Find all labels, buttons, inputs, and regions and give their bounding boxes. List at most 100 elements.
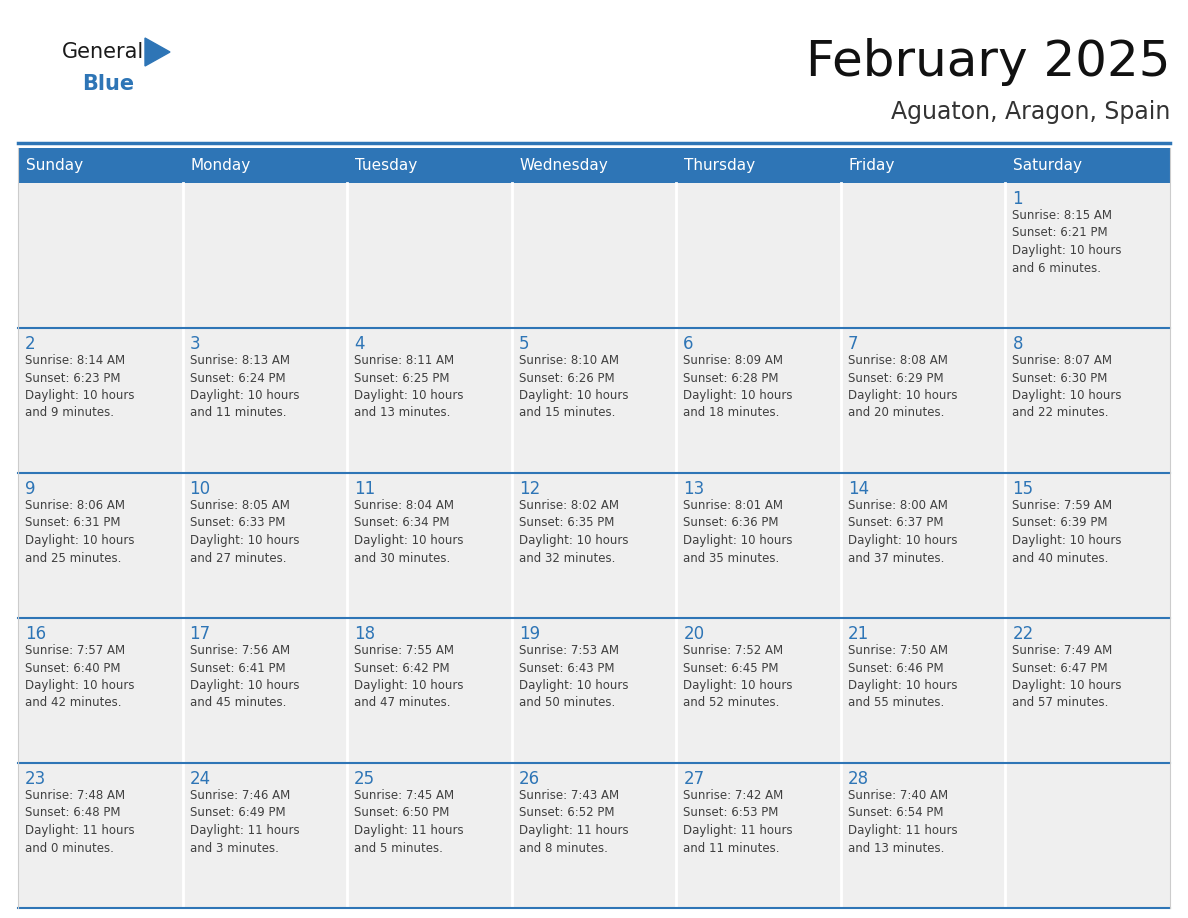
Text: 3: 3 xyxy=(190,335,201,353)
Text: Sunrise: 7:40 AM
Sunset: 6:54 PM
Daylight: 11 hours
and 13 minutes.: Sunrise: 7:40 AM Sunset: 6:54 PM Dayligh… xyxy=(848,789,958,855)
Text: 7: 7 xyxy=(848,335,859,353)
Text: Saturday: Saturday xyxy=(1013,158,1082,173)
Bar xyxy=(347,618,512,763)
Text: 20: 20 xyxy=(683,625,704,643)
Text: 28: 28 xyxy=(848,770,868,788)
Text: 19: 19 xyxy=(519,625,539,643)
Text: Sunrise: 7:55 AM
Sunset: 6:42 PM
Daylight: 10 hours
and 47 minutes.: Sunrise: 7:55 AM Sunset: 6:42 PM Dayligh… xyxy=(354,644,463,710)
Text: General: General xyxy=(62,42,144,62)
Text: 5: 5 xyxy=(519,335,529,353)
Bar xyxy=(512,328,676,473)
Text: Sunrise: 8:00 AM
Sunset: 6:37 PM
Daylight: 10 hours
and 37 minutes.: Sunrise: 8:00 AM Sunset: 6:37 PM Dayligh… xyxy=(848,499,958,565)
Text: Sunrise: 8:06 AM
Sunset: 6:31 PM
Daylight: 10 hours
and 25 minutes.: Sunrise: 8:06 AM Sunset: 6:31 PM Dayligh… xyxy=(25,499,134,565)
Text: 9: 9 xyxy=(25,480,36,498)
Text: 13: 13 xyxy=(683,480,704,498)
Text: Sunrise: 7:42 AM
Sunset: 6:53 PM
Daylight: 11 hours
and 11 minutes.: Sunrise: 7:42 AM Sunset: 6:53 PM Dayligh… xyxy=(683,789,792,855)
Bar xyxy=(676,328,841,473)
Bar xyxy=(1005,183,1170,328)
Text: 26: 26 xyxy=(519,770,539,788)
Bar xyxy=(512,183,676,328)
Text: 21: 21 xyxy=(848,625,870,643)
Bar xyxy=(347,328,512,473)
Bar xyxy=(18,183,183,328)
Text: 16: 16 xyxy=(25,625,46,643)
Text: 11: 11 xyxy=(354,480,375,498)
Text: 17: 17 xyxy=(190,625,210,643)
Bar xyxy=(347,473,512,618)
Bar xyxy=(18,328,183,473)
Text: Sunrise: 7:52 AM
Sunset: 6:45 PM
Daylight: 10 hours
and 52 minutes.: Sunrise: 7:52 AM Sunset: 6:45 PM Dayligh… xyxy=(683,644,792,710)
Text: Sunrise: 7:53 AM
Sunset: 6:43 PM
Daylight: 10 hours
and 50 minutes.: Sunrise: 7:53 AM Sunset: 6:43 PM Dayligh… xyxy=(519,644,628,710)
Text: Sunrise: 8:15 AM
Sunset: 6:21 PM
Daylight: 10 hours
and 6 minutes.: Sunrise: 8:15 AM Sunset: 6:21 PM Dayligh… xyxy=(1012,209,1121,274)
Text: Sunrise: 8:14 AM
Sunset: 6:23 PM
Daylight: 10 hours
and 9 minutes.: Sunrise: 8:14 AM Sunset: 6:23 PM Dayligh… xyxy=(25,354,134,420)
Bar xyxy=(1005,328,1170,473)
Text: Sunrise: 8:04 AM
Sunset: 6:34 PM
Daylight: 10 hours
and 30 minutes.: Sunrise: 8:04 AM Sunset: 6:34 PM Dayligh… xyxy=(354,499,463,565)
Text: Friday: Friday xyxy=(849,158,896,173)
Bar xyxy=(18,148,1170,183)
Bar xyxy=(18,618,183,763)
Bar xyxy=(841,473,1005,618)
Bar xyxy=(183,183,347,328)
Bar xyxy=(1005,763,1170,908)
Text: 2: 2 xyxy=(25,335,36,353)
Text: Sunrise: 8:13 AM
Sunset: 6:24 PM
Daylight: 10 hours
and 11 minutes.: Sunrise: 8:13 AM Sunset: 6:24 PM Dayligh… xyxy=(190,354,299,420)
Text: Wednesday: Wednesday xyxy=(519,158,608,173)
Text: 15: 15 xyxy=(1012,480,1034,498)
Text: Blue: Blue xyxy=(82,74,134,94)
Bar xyxy=(183,763,347,908)
Text: 10: 10 xyxy=(190,480,210,498)
Text: Tuesday: Tuesday xyxy=(355,158,417,173)
Text: 25: 25 xyxy=(354,770,375,788)
Bar xyxy=(18,473,183,618)
Text: Sunrise: 8:02 AM
Sunset: 6:35 PM
Daylight: 10 hours
and 32 minutes.: Sunrise: 8:02 AM Sunset: 6:35 PM Dayligh… xyxy=(519,499,628,565)
Bar xyxy=(183,618,347,763)
Text: 23: 23 xyxy=(25,770,46,788)
Bar xyxy=(1005,618,1170,763)
Text: Sunrise: 7:50 AM
Sunset: 6:46 PM
Daylight: 10 hours
and 55 minutes.: Sunrise: 7:50 AM Sunset: 6:46 PM Dayligh… xyxy=(848,644,958,710)
Bar xyxy=(512,618,676,763)
Bar xyxy=(676,618,841,763)
Bar xyxy=(347,763,512,908)
Text: Sunrise: 8:11 AM
Sunset: 6:25 PM
Daylight: 10 hours
and 13 minutes.: Sunrise: 8:11 AM Sunset: 6:25 PM Dayligh… xyxy=(354,354,463,420)
Text: Aguaton, Aragon, Spain: Aguaton, Aragon, Spain xyxy=(891,100,1170,124)
Text: Sunrise: 7:43 AM
Sunset: 6:52 PM
Daylight: 11 hours
and 8 minutes.: Sunrise: 7:43 AM Sunset: 6:52 PM Dayligh… xyxy=(519,789,628,855)
Text: Sunrise: 8:01 AM
Sunset: 6:36 PM
Daylight: 10 hours
and 35 minutes.: Sunrise: 8:01 AM Sunset: 6:36 PM Dayligh… xyxy=(683,499,792,565)
Text: 6: 6 xyxy=(683,335,694,353)
Text: Sunrise: 8:07 AM
Sunset: 6:30 PM
Daylight: 10 hours
and 22 minutes.: Sunrise: 8:07 AM Sunset: 6:30 PM Dayligh… xyxy=(1012,354,1121,420)
Text: Thursday: Thursday xyxy=(684,158,756,173)
Bar xyxy=(183,473,347,618)
Text: February 2025: February 2025 xyxy=(805,38,1170,86)
Text: 22: 22 xyxy=(1012,625,1034,643)
Bar xyxy=(676,183,841,328)
Bar xyxy=(347,183,512,328)
Text: Sunrise: 8:09 AM
Sunset: 6:28 PM
Daylight: 10 hours
and 18 minutes.: Sunrise: 8:09 AM Sunset: 6:28 PM Dayligh… xyxy=(683,354,792,420)
Text: Sunrise: 7:56 AM
Sunset: 6:41 PM
Daylight: 10 hours
and 45 minutes.: Sunrise: 7:56 AM Sunset: 6:41 PM Dayligh… xyxy=(190,644,299,710)
Bar xyxy=(1005,473,1170,618)
Text: Sunrise: 8:10 AM
Sunset: 6:26 PM
Daylight: 10 hours
and 15 minutes.: Sunrise: 8:10 AM Sunset: 6:26 PM Dayligh… xyxy=(519,354,628,420)
Bar xyxy=(841,183,1005,328)
Bar xyxy=(841,763,1005,908)
Text: Sunrise: 7:59 AM
Sunset: 6:39 PM
Daylight: 10 hours
and 40 minutes.: Sunrise: 7:59 AM Sunset: 6:39 PM Dayligh… xyxy=(1012,499,1121,565)
Polygon shape xyxy=(145,38,170,66)
Bar xyxy=(512,763,676,908)
Text: Sunrise: 8:08 AM
Sunset: 6:29 PM
Daylight: 10 hours
and 20 minutes.: Sunrise: 8:08 AM Sunset: 6:29 PM Dayligh… xyxy=(848,354,958,420)
Text: Sunrise: 7:48 AM
Sunset: 6:48 PM
Daylight: 11 hours
and 0 minutes.: Sunrise: 7:48 AM Sunset: 6:48 PM Dayligh… xyxy=(25,789,134,855)
Text: Sunrise: 7:46 AM
Sunset: 6:49 PM
Daylight: 11 hours
and 3 minutes.: Sunrise: 7:46 AM Sunset: 6:49 PM Dayligh… xyxy=(190,789,299,855)
Bar xyxy=(512,473,676,618)
Text: Monday: Monday xyxy=(190,158,251,173)
Text: Sunrise: 7:45 AM
Sunset: 6:50 PM
Daylight: 11 hours
and 5 minutes.: Sunrise: 7:45 AM Sunset: 6:50 PM Dayligh… xyxy=(354,789,463,855)
Bar xyxy=(676,473,841,618)
Bar xyxy=(676,763,841,908)
Text: Sunrise: 8:05 AM
Sunset: 6:33 PM
Daylight: 10 hours
and 27 minutes.: Sunrise: 8:05 AM Sunset: 6:33 PM Dayligh… xyxy=(190,499,299,565)
Text: 27: 27 xyxy=(683,770,704,788)
Text: 12: 12 xyxy=(519,480,541,498)
Bar xyxy=(841,618,1005,763)
Bar xyxy=(183,328,347,473)
Text: 1: 1 xyxy=(1012,190,1023,208)
Text: Sunrise: 7:57 AM
Sunset: 6:40 PM
Daylight: 10 hours
and 42 minutes.: Sunrise: 7:57 AM Sunset: 6:40 PM Dayligh… xyxy=(25,644,134,710)
Bar xyxy=(18,763,183,908)
Text: 14: 14 xyxy=(848,480,868,498)
Text: 18: 18 xyxy=(354,625,375,643)
Bar xyxy=(841,328,1005,473)
Text: 4: 4 xyxy=(354,335,365,353)
